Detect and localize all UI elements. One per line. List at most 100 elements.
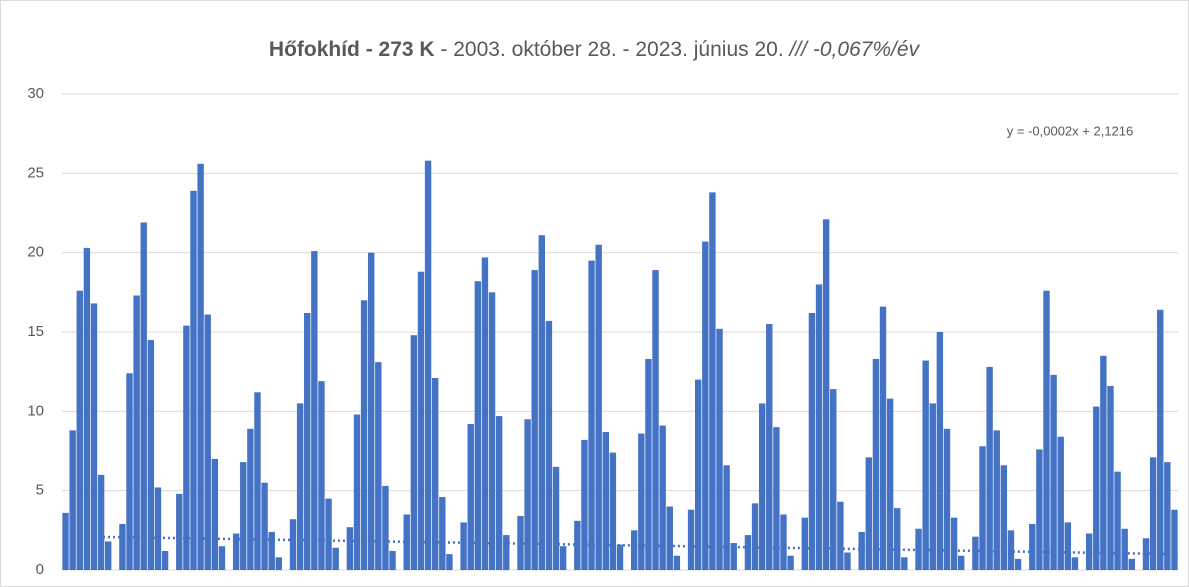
bar [147,339,155,570]
bar [382,485,389,570]
bar [495,416,503,570]
bar [69,430,76,570]
bar [275,557,283,570]
bar [105,541,112,570]
bar [1149,457,1157,570]
bar [218,546,226,570]
bar [254,392,261,570]
bar [830,389,837,570]
y-tick-label: 10 [27,402,44,419]
chart-title: Hőfokhíd - 273 K - 2003. október 28. - 2… [269,38,921,61]
title-dates: - 2003. október 28. - 2023. június 20. [435,38,790,61]
bar [638,433,645,570]
bar [602,431,609,570]
bar [503,535,510,570]
bar [773,427,780,570]
bar [865,457,872,570]
bar [858,531,865,570]
bar [488,292,496,570]
bar [346,527,354,570]
bar [183,325,190,570]
bar [296,403,304,570]
bar [538,235,546,571]
bar [595,244,602,570]
bar [986,366,993,570]
bar [950,517,958,570]
bar [1036,449,1043,570]
bar [574,520,581,570]
bar [787,555,794,570]
bar [709,192,716,570]
bar [552,466,560,570]
bar [687,509,695,570]
y-tick-label: 5 [36,482,44,499]
bar [1057,436,1064,570]
bar [666,506,673,570]
bar [929,403,936,570]
bar [694,379,702,570]
bar [467,424,474,570]
bar [232,533,240,570]
bar [1107,385,1114,570]
bar [474,281,482,570]
bar [524,419,531,570]
bar [389,550,396,570]
bar [886,398,894,570]
bar [844,552,851,570]
bar [318,381,325,570]
bar [83,247,91,570]
bar [808,312,816,570]
bar [801,517,809,570]
bar [311,251,318,570]
bar [879,306,887,570]
bar [702,241,709,570]
bar [353,414,361,570]
bar [1157,309,1164,570]
bar [744,535,752,570]
bar [652,270,659,570]
bar [204,314,211,570]
bar [211,458,219,570]
bar [460,522,467,570]
bar [140,222,147,570]
bar [325,498,332,570]
bar [559,546,567,570]
bar [240,462,247,570]
bar [375,362,382,570]
bar [76,290,83,570]
bar [1014,558,1022,570]
bar [616,544,624,570]
bar [780,514,787,570]
bar [1007,530,1015,570]
bar [716,328,723,570]
bar [922,360,929,570]
bar [1128,558,1135,570]
bar [1071,557,1079,570]
bar [1043,290,1050,570]
bar [481,257,489,570]
bar [943,428,951,570]
bar [368,252,375,570]
bar [758,403,766,570]
bar [90,303,98,570]
bar [581,439,588,570]
bar [154,487,162,570]
bar [588,260,595,570]
title-bold: Hőfokhíd - 273 K [269,38,435,61]
bar [837,501,844,570]
bar [176,493,183,570]
bar [822,219,830,570]
bar [197,163,204,570]
bar [417,271,425,570]
bar [751,503,759,570]
bar [609,452,617,570]
bar [1000,465,1008,570]
bar [424,160,432,570]
bar [531,270,538,570]
bar [431,378,439,570]
bar [403,514,410,570]
bar [957,555,965,570]
bar [1050,374,1057,570]
y-tick-label: 25 [27,164,44,181]
